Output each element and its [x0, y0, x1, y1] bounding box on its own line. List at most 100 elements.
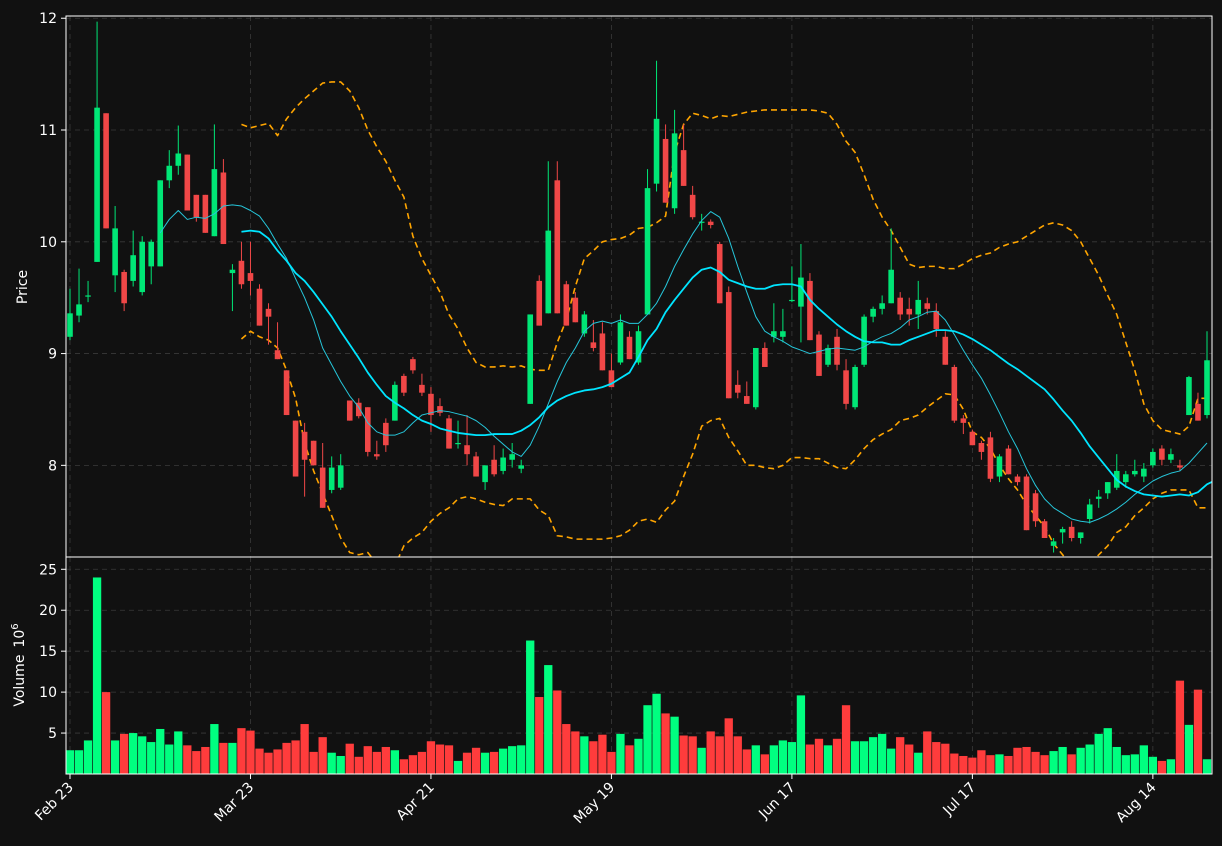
candle-body	[292, 420, 299, 477]
volume-bar	[282, 742, 291, 774]
candle-body	[987, 437, 994, 479]
volume-bar	[697, 747, 706, 774]
candle-body	[139, 241, 145, 293]
volume-bar	[399, 759, 409, 774]
volume-bar	[778, 740, 788, 774]
volume-bar	[688, 736, 697, 774]
volume-tick-label: 15	[39, 644, 57, 660]
candle-body	[545, 230, 552, 314]
volume-bar	[255, 748, 264, 774]
volume-bar	[1148, 756, 1158, 774]
volume-tick-label: 20	[39, 603, 57, 619]
candle-body	[789, 299, 795, 302]
candle-body	[1095, 496, 1102, 499]
candle-body	[816, 334, 822, 376]
candle-body	[689, 194, 696, 218]
candle-body	[85, 295, 91, 297]
volume-bar	[868, 737, 878, 774]
candle-body	[428, 393, 434, 416]
candle-body	[509, 454, 515, 460]
candle-body	[346, 400, 353, 421]
volume-bar	[74, 750, 84, 774]
candle-body	[491, 459, 497, 475]
volume-bar	[1112, 746, 1121, 774]
volume-plot-area	[66, 577, 1212, 774]
moving-average-slow-line	[241, 229, 1212, 498]
candle-body	[698, 221, 705, 223]
candle-body	[455, 442, 461, 445]
candle-body	[301, 431, 308, 460]
candle-body	[1104, 482, 1111, 494]
volume-bar	[489, 751, 499, 774]
candle-body	[743, 396, 750, 404]
price-y-axis: 8 9 10 11 12	[39, 11, 66, 474]
candle-body	[103, 113, 109, 229]
volume-bar	[625, 745, 634, 774]
volume-bar	[480, 752, 490, 774]
candle-body	[1050, 541, 1057, 546]
volume-bar	[66, 750, 75, 774]
volume-bar	[417, 751, 427, 774]
volume-bar	[83, 740, 93, 774]
candle-body	[780, 331, 786, 337]
volume-bar	[661, 713, 670, 774]
volume-bar	[1103, 728, 1112, 774]
volume-bar	[896, 737, 905, 774]
candle-body	[419, 384, 425, 393]
candle-body	[1023, 476, 1030, 531]
volume-bar	[237, 728, 246, 774]
volume-gridlines	[66, 557, 1212, 774]
volume-bar	[959, 755, 968, 774]
volume-bar	[580, 736, 589, 774]
candle-body	[1168, 454, 1174, 460]
volume-bar	[1193, 689, 1203, 774]
volume-bar	[147, 742, 156, 774]
candle-body	[446, 418, 452, 449]
candle-body	[374, 454, 380, 457]
volume-bar	[390, 750, 400, 774]
volume-tick-label: 25	[39, 562, 57, 578]
volume-bar	[471, 747, 481, 774]
volume-bar	[968, 757, 977, 774]
volume-bar	[841, 705, 851, 774]
volume-panel-frame	[65, 556, 1213, 775]
volume-bar	[92, 577, 102, 774]
candle-body	[500, 457, 506, 471]
candle-body	[220, 172, 227, 245]
candle-body	[662, 138, 669, 203]
moving-average-slow	[241, 229, 1212, 498]
volume-bar	[1076, 747, 1085, 774]
candle-body	[996, 456, 1003, 477]
volume-bar	[553, 690, 562, 774]
volume-bar	[859, 741, 869, 774]
volume-bar	[923, 731, 932, 774]
volume-bar	[498, 748, 508, 774]
candle-body	[184, 154, 191, 211]
candle-body	[915, 299, 922, 315]
candle-body	[157, 180, 164, 267]
volume-bar	[652, 693, 661, 774]
volume-bar	[291, 740, 300, 774]
volume-bar	[751, 745, 760, 774]
volume-bar	[101, 692, 111, 774]
candle-body	[1122, 474, 1129, 483]
candle-body	[762, 347, 768, 367]
volume-y-axis: 5 10 15 20 25	[39, 562, 66, 742]
volume-bar	[119, 733, 129, 774]
volume-bar	[634, 738, 643, 774]
candle-body	[870, 308, 876, 317]
candle-body	[608, 370, 615, 388]
candle-body	[211, 169, 218, 237]
volume-bar	[110, 740, 120, 774]
volume-bar	[517, 745, 526, 774]
volume-bar	[1202, 759, 1212, 774]
candle-body	[572, 297, 579, 323]
candle-body	[274, 350, 281, 360]
volume-bar	[932, 742, 941, 774]
volume-bar	[1175, 680, 1185, 774]
volume-bar	[1130, 754, 1139, 774]
candle-body	[166, 165, 173, 181]
candle-body	[1068, 526, 1075, 538]
candle-body	[473, 456, 479, 477]
volume-tick-label: 10	[39, 685, 57, 701]
